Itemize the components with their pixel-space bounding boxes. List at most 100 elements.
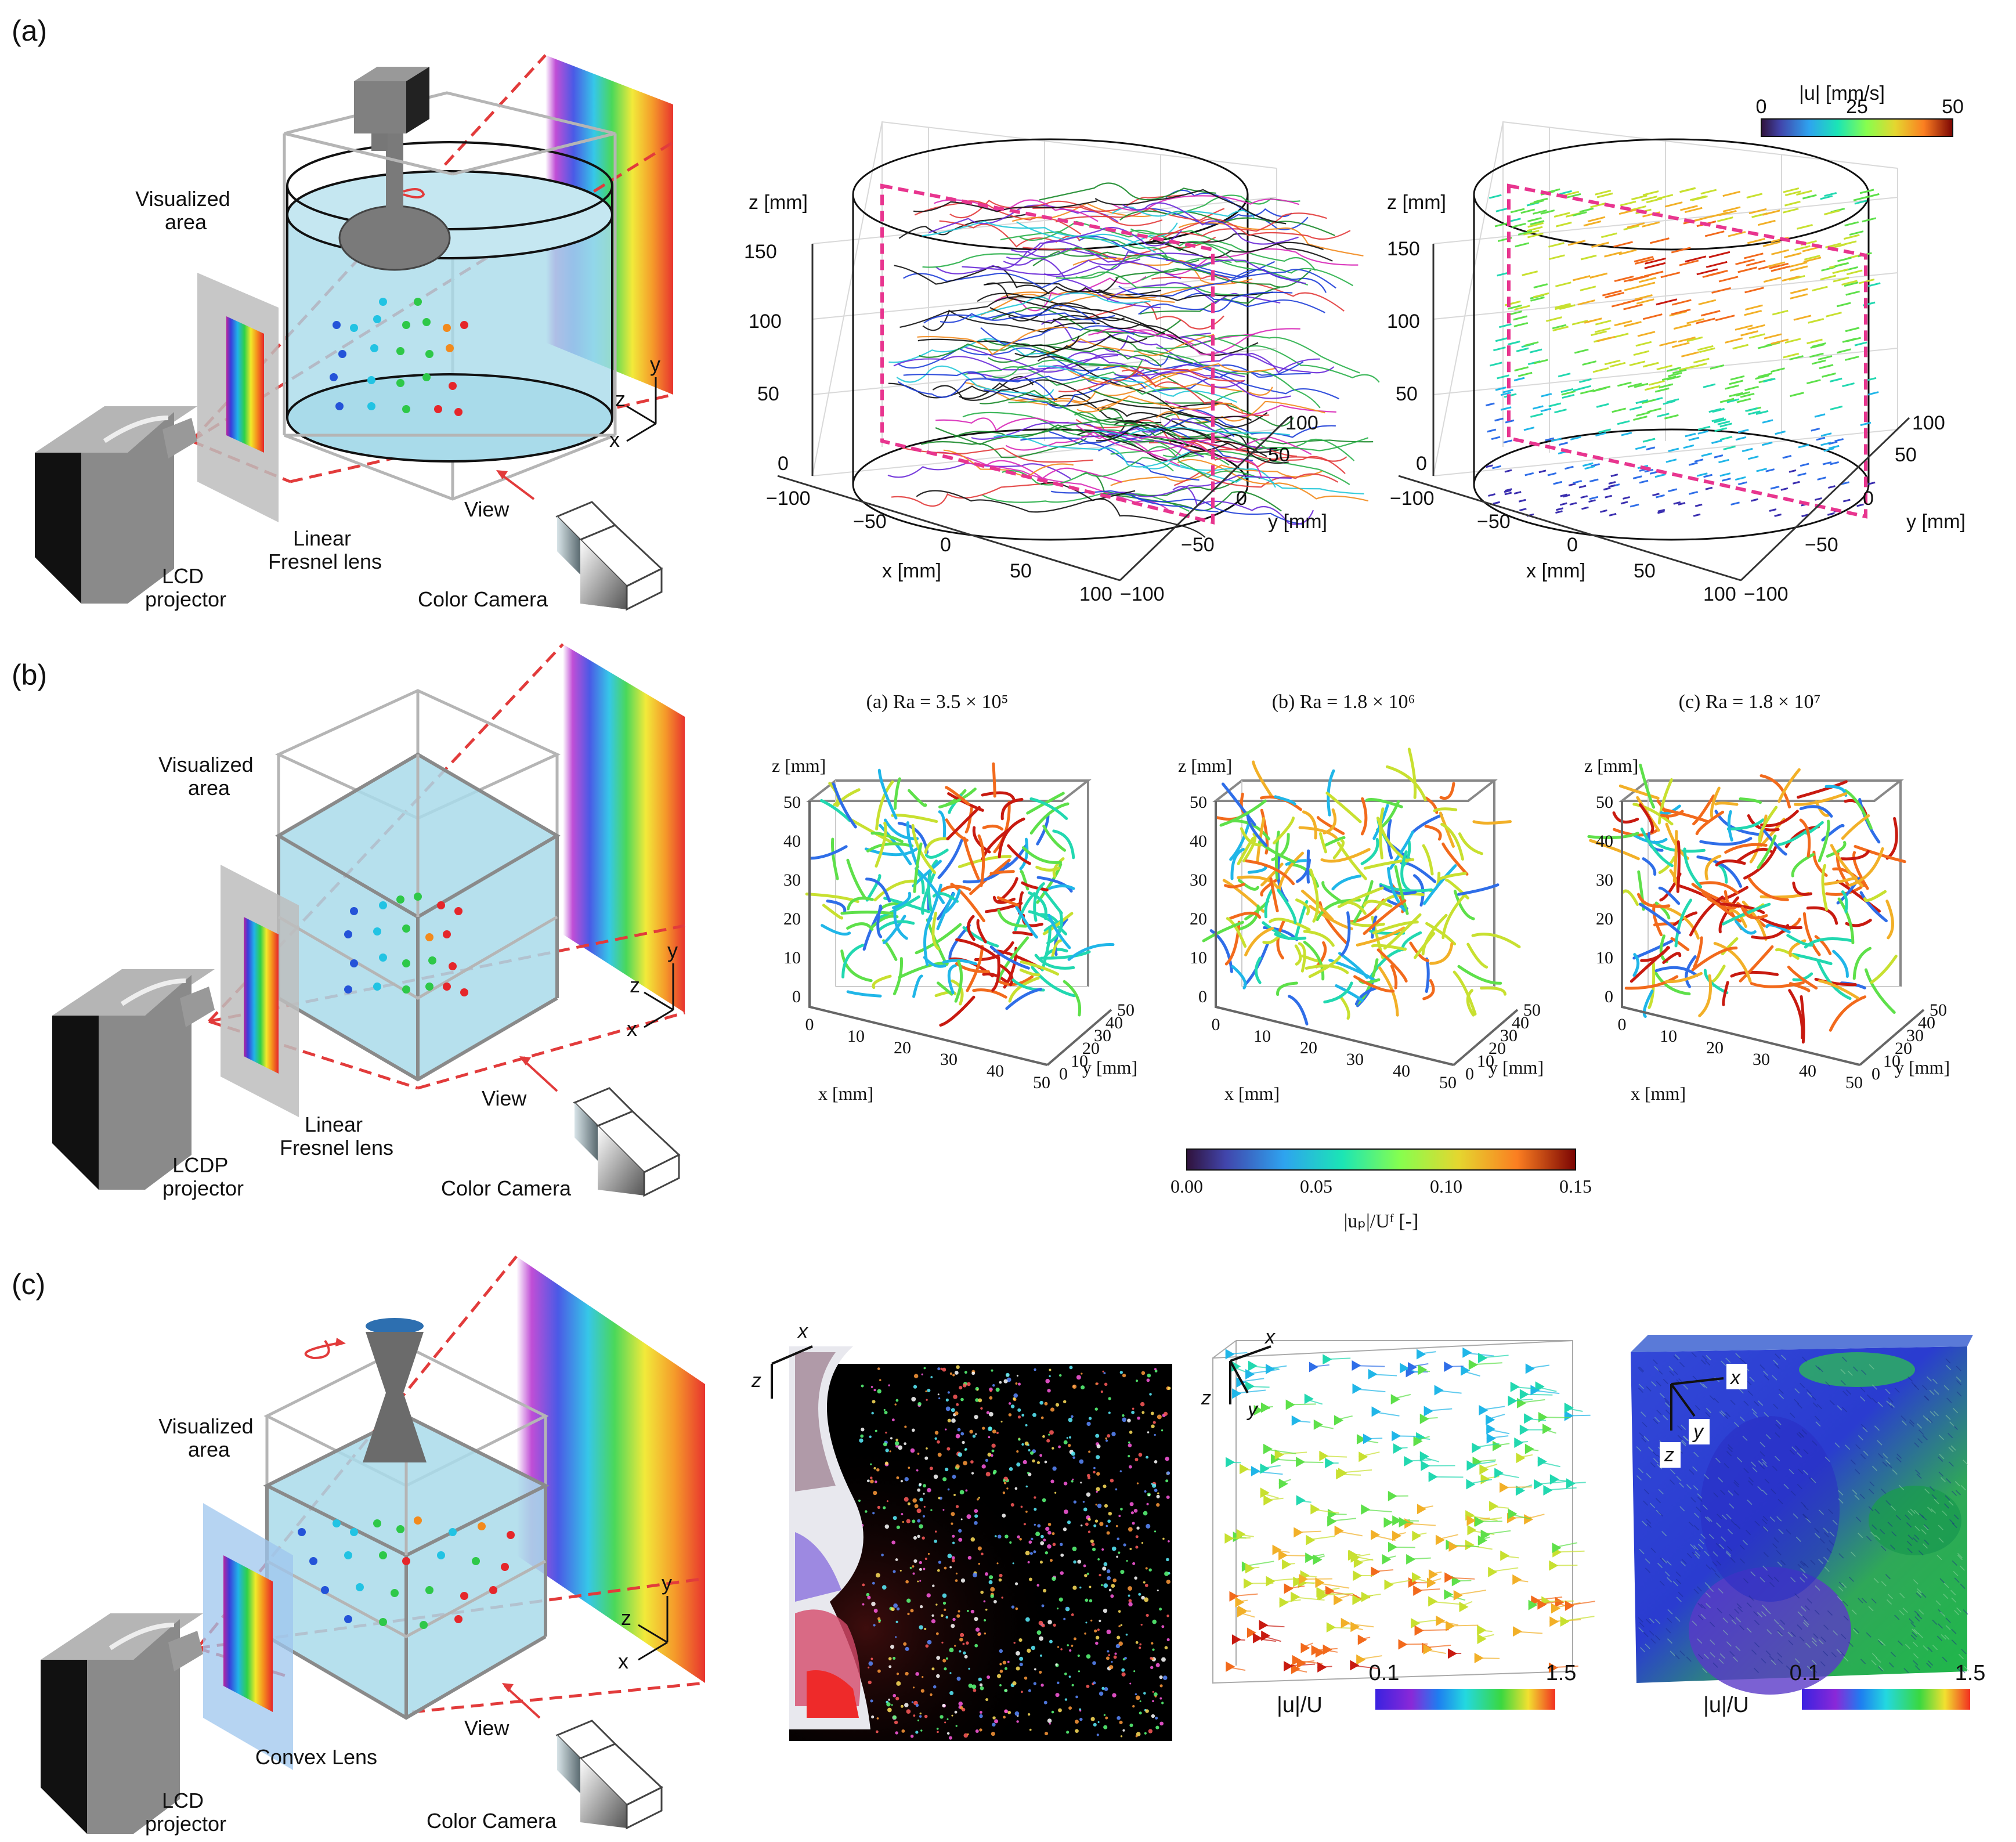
colorbar-c1-label: |u|/U <box>1277 1693 1323 1717</box>
panel-b-xtick: 50 <box>1439 1073 1457 1092</box>
panel-a-schematic: Visualized area Linear Fresnel lens LCD … <box>35 54 674 611</box>
colorbar-c1-min: 0.1 <box>1369 1661 1400 1685</box>
a2-xtick-3: 50 <box>1634 560 1656 582</box>
panel-b-xtick: 50 <box>1845 1073 1863 1092</box>
panel-b-xlabel-1: x [mm] <box>818 1083 873 1104</box>
axis-y-a: y <box>650 352 660 376</box>
colorbar-a-tick-2: 50 <box>1942 96 1964 118</box>
panel-b-ylabel-2: y [mm] <box>1488 1057 1544 1078</box>
a1-ylabel: y [mm] <box>1268 511 1327 533</box>
lens-label-b: Linear Fresnel lens <box>280 1113 393 1160</box>
panel-b-ytick: 20 <box>1488 1039 1506 1058</box>
vector-field-view: x z y 0.1 1.5 |u|/U <box>1201 1326 1595 1717</box>
motor <box>354 67 429 151</box>
panel-b-xtick: 30 <box>1346 1050 1364 1069</box>
a1-ztick-50: 50 <box>757 383 779 405</box>
panel-b-ztick: 10 <box>1596 948 1613 967</box>
panel-b-xtick: 50 <box>1033 1073 1050 1092</box>
panel-b-ytick: 40 <box>1512 1013 1529 1032</box>
visualized-area-label-b: Visualized area <box>158 753 259 800</box>
colorbar-c2-label: |u|/U <box>1703 1693 1749 1717</box>
a1-ytick-4: 100 <box>1285 412 1318 434</box>
a2-ytick-1: −50 <box>1805 534 1838 556</box>
axis-z-c: z <box>621 1606 631 1630</box>
a1-xtick-3: 50 <box>1010 560 1032 582</box>
panel-b-label: (b) <box>12 659 47 691</box>
panel-b-subplot-title-3: (c) Ra = 1.8 × 10⁷ <box>1679 691 1821 713</box>
a1-ztick-150: 150 <box>744 241 777 263</box>
panel-b-ztick: 50 <box>1596 793 1613 812</box>
rainbow-sheet-b <box>563 644 685 1013</box>
panel-b-ztick: 20 <box>783 909 801 929</box>
axis-y-b: y <box>667 938 678 962</box>
panel-b-subplot-title-1: (a) Ra = 3.5 × 10⁵ <box>866 691 1009 713</box>
panel-b-ytick: 10 <box>1477 1052 1494 1071</box>
photo-axis-z: z <box>751 1370 761 1392</box>
panel-b-zlabel-3: z [mm] <box>1584 755 1638 776</box>
a2-ytick-0: −100 <box>1744 583 1789 605</box>
panel-b-ztick: 20 <box>1596 909 1613 929</box>
visualized-area-label-c: Visualized area <box>158 1414 259 1461</box>
panel-b-xlabel-2: x [mm] <box>1224 1083 1280 1104</box>
panel-b-ztick: 50 <box>783 793 801 812</box>
rainbow-sheet-c <box>516 1256 705 1683</box>
panel-b-ztick: 20 <box>1190 909 1207 929</box>
panel-b-ztick: 50 <box>1190 793 1207 812</box>
colorbar-c1-max: 1.5 <box>1546 1661 1577 1685</box>
a2-ytick-3: 50 <box>1895 444 1917 466</box>
panel-b-ztick: 40 <box>1190 832 1207 851</box>
axis-x-a: x <box>609 428 620 452</box>
volume-field-view: x y z 0.1 1.5 |u|/U <box>1631 1335 1985 1717</box>
a1-ytick-3: 50 <box>1268 444 1290 466</box>
panel-b-xtick: 20 <box>1300 1038 1317 1057</box>
view-label-c: View <box>464 1716 510 1740</box>
a1-xtick-4: 100 <box>1079 583 1112 605</box>
a1-xtick-0: −100 <box>766 487 811 510</box>
colorbar-b-tick-3: 0.15 <box>1559 1176 1592 1197</box>
lcdp-projector <box>52 969 215 1190</box>
visualized-area-label: Visualized area <box>135 187 236 234</box>
particle-photo: x z <box>751 1320 1172 1741</box>
panel-b-xtick: 10 <box>1253 1027 1271 1046</box>
panel-b-zlabel-1: z [mm] <box>772 755 826 776</box>
panel-b-xtick: 40 <box>987 1061 1004 1081</box>
panel-b-xtick: 0 <box>1212 1015 1220 1034</box>
panel-b-subplot-title-2: (b) Ra = 1.8 × 10⁶ <box>1272 691 1415 713</box>
colorbar-a: |u| [mm/s] 0 25 50 <box>1756 82 1964 137</box>
vec-axis-y: y <box>1247 1399 1259 1421</box>
panel-b-ytick: 0 <box>1059 1064 1068 1083</box>
panel-c-schematic: Visualized area Convex Lens LCD projecto… <box>41 1255 706 1836</box>
a2-xtick-1: −50 <box>1477 511 1511 533</box>
a2-ztick-0: 0 <box>1416 453 1427 475</box>
colorbar-c2-max: 1.5 <box>1955 1661 1986 1685</box>
colorbar-b-tick-0: 0.00 <box>1170 1176 1203 1197</box>
panel-b-ztick: 40 <box>1596 832 1613 851</box>
panel-b-xtick: 20 <box>1706 1038 1724 1057</box>
view-label: View <box>464 497 510 521</box>
a1-zlabel: z [mm] <box>749 192 808 214</box>
colorbar-a-tick-1: 25 <box>1846 96 1868 118</box>
color-camera-c <box>555 1720 663 1830</box>
a2-ylabel: y [mm] <box>1906 511 1966 533</box>
lcd-projector <box>35 406 197 604</box>
a2-ztick-100: 100 <box>1387 310 1420 333</box>
panel-b-ztick: 10 <box>783 948 801 967</box>
colorbar-b-tick-1: 0.05 <box>1300 1176 1332 1197</box>
photo-axis-x: x <box>797 1320 808 1342</box>
a1-xtick-1: −50 <box>853 511 887 533</box>
panel-b-ytick: 10 <box>1883 1052 1901 1071</box>
camera-label: Color Camera <box>418 587 548 611</box>
panel-b-ytick: 50 <box>1117 1001 1135 1020</box>
axis-triad-a <box>626 377 657 442</box>
colorbar-a-tick-0: 0 <box>1756 96 1767 118</box>
panel-b-ztick: 30 <box>1190 871 1207 890</box>
panel-b-ylabel-3: y [mm] <box>1895 1057 1950 1078</box>
panel-a-label: (a) <box>12 15 47 47</box>
field-axis-x: x <box>1729 1367 1741 1389</box>
vec-axis-x: x <box>1264 1326 1276 1348</box>
panel-b-ztick: 30 <box>783 871 801 890</box>
tracer-dots <box>330 298 468 416</box>
a1-xtick-2: 0 <box>940 534 951 556</box>
